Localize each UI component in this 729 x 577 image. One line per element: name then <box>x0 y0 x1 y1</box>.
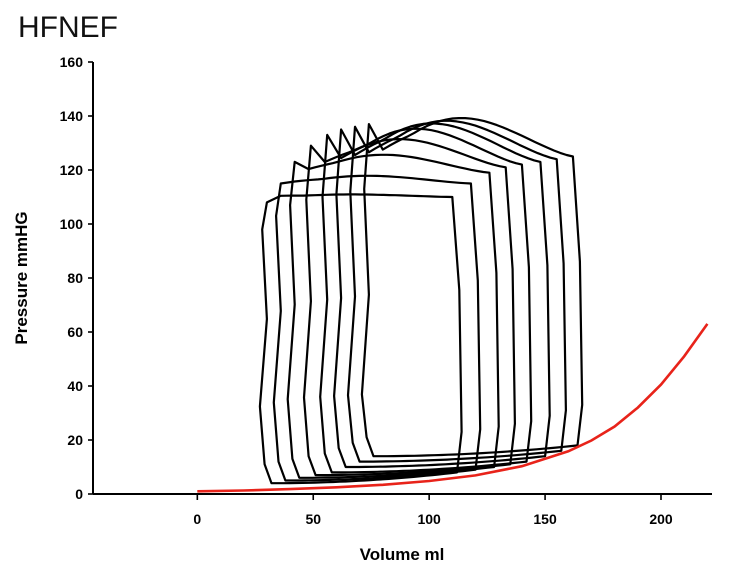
y-tick-label: 20 <box>67 432 83 448</box>
x-tick-label: 150 <box>533 511 557 527</box>
x-tick-label: 0 <box>193 511 201 527</box>
pv-loops-group <box>258 117 584 485</box>
edpvr-group <box>197 323 709 493</box>
pv-loop-4 <box>302 138 516 477</box>
y-tick-label: 120 <box>60 162 84 178</box>
pv-loop-1 <box>258 193 463 485</box>
x-axis-title: Volume ml <box>360 545 445 564</box>
chart-title: HFNEF <box>18 11 118 44</box>
pv-loop-2 <box>272 174 482 482</box>
x-tick-label: 50 <box>305 511 321 527</box>
y-tick-label: 40 <box>67 378 83 394</box>
pv-loop-8 <box>360 117 584 458</box>
y-tick-label: 80 <box>67 270 83 286</box>
y-tick-label: 0 <box>75 486 83 502</box>
pv-loop-6 <box>333 122 551 469</box>
edpvr-curve <box>197 323 709 493</box>
y-tick-label: 100 <box>60 216 84 232</box>
axis-ticks-group: 0 20 40 60 80 100 120 140 160 0 50 100 150 200 <box>60 54 673 527</box>
y-tick-label: 140 <box>60 108 84 124</box>
pv-loop-5 <box>319 127 533 474</box>
pv-loop-3 <box>286 153 500 479</box>
pv-loop-7 <box>346 119 567 463</box>
y-tick-label: 60 <box>67 324 83 340</box>
x-tick-label: 200 <box>649 511 673 527</box>
y-axis-title: Pressure mmHG <box>12 211 31 344</box>
y-tick-label: 160 <box>60 54 84 70</box>
x-tick-label: 100 <box>417 511 441 527</box>
